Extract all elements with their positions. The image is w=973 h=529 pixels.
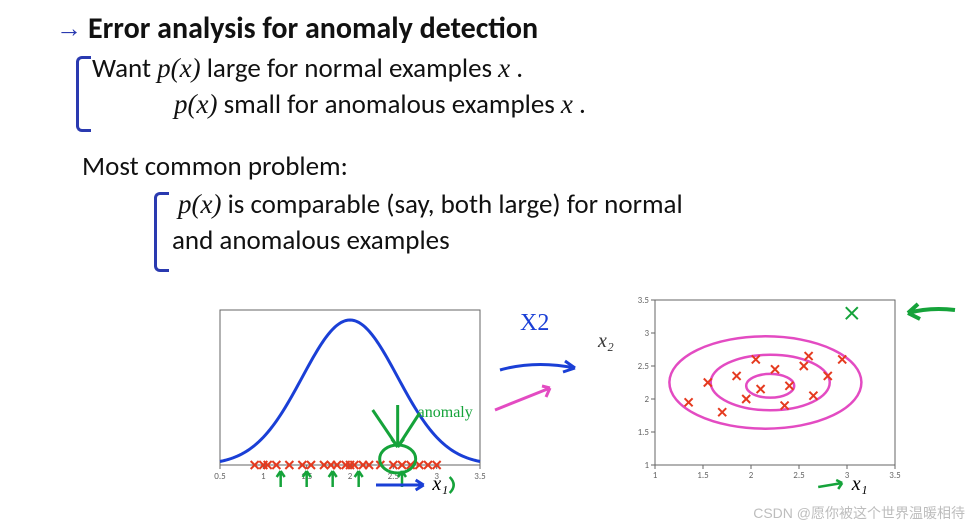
- svg-text:x₁: x₁: [431, 473, 448, 495]
- want-post2: small for anomalous examples: [224, 88, 561, 121]
- bracket-want: [76, 56, 91, 132]
- problem-line2: and anomalous examples: [172, 224, 450, 257]
- svg-text:x₁: x₁: [851, 473, 868, 495]
- gaussian-chart: 0.511.522.533.5anomalyx₁: [190, 290, 500, 500]
- svg-text:3.5: 3.5: [638, 295, 650, 306]
- bracket-problem: [154, 192, 169, 272]
- x-2: x: [561, 89, 573, 119]
- want-pre: Want: [92, 52, 157, 85]
- svg-text:2: 2: [749, 470, 754, 481]
- svg-text:2: 2: [348, 471, 353, 482]
- watermark: CSDN @愿你被这个世界温暖相待: [753, 503, 965, 523]
- x2-handwritten: X2: [520, 310, 549, 336]
- title-arrow: →: [56, 14, 82, 44]
- px-3: p(x): [178, 189, 221, 219]
- svg-text:3.5: 3.5: [889, 470, 901, 481]
- px-2: p(x): [174, 89, 217, 119]
- svg-text:1.5: 1.5: [638, 427, 650, 438]
- svg-text:1: 1: [261, 471, 266, 482]
- want-line1: Want p(x) large for normal examples x .: [92, 52, 523, 85]
- chart2-ylabel: x₂: [598, 330, 614, 353]
- svg-text:2.5: 2.5: [638, 361, 650, 372]
- scatter-chart: 1 1.5 2 2.5 3 3.5 1 1.5 2 2.5 3 3.5 x₁: [625, 290, 915, 500]
- svg-text:2: 2: [644, 394, 649, 405]
- problem-line1: p(x) is comparable (say, both large) for…: [178, 188, 683, 221]
- dot2: .: [579, 88, 586, 121]
- prob-post1: is comparable (say, both large) for norm…: [228, 188, 683, 221]
- svg-text:1: 1: [653, 470, 658, 481]
- slide-title: Error analysis for anomaly detection: [88, 10, 538, 47]
- dot1: .: [516, 52, 523, 85]
- px-1: p(x): [157, 53, 200, 83]
- svg-text:2.5: 2.5: [793, 470, 805, 481]
- mid-annotations: X2: [480, 290, 600, 490]
- svg-text:3: 3: [845, 470, 850, 481]
- svg-text:1: 1: [644, 460, 649, 471]
- problem-heading: Most common problem:: [82, 150, 348, 183]
- svg-text:0.5: 0.5: [214, 471, 226, 482]
- anomaly-arrow-right: [900, 295, 960, 335]
- want-line2: p(x) small for anomalous examples x .: [174, 88, 586, 121]
- slide: { "title": "Error analysis for anomaly d…: [0, 0, 973, 529]
- x-1: x: [498, 53, 510, 83]
- svg-text:3: 3: [644, 328, 649, 339]
- want-post1: large for normal examples: [207, 52, 498, 85]
- svg-text:1.5: 1.5: [697, 470, 709, 481]
- svg-text:anomaly: anomaly: [418, 404, 473, 421]
